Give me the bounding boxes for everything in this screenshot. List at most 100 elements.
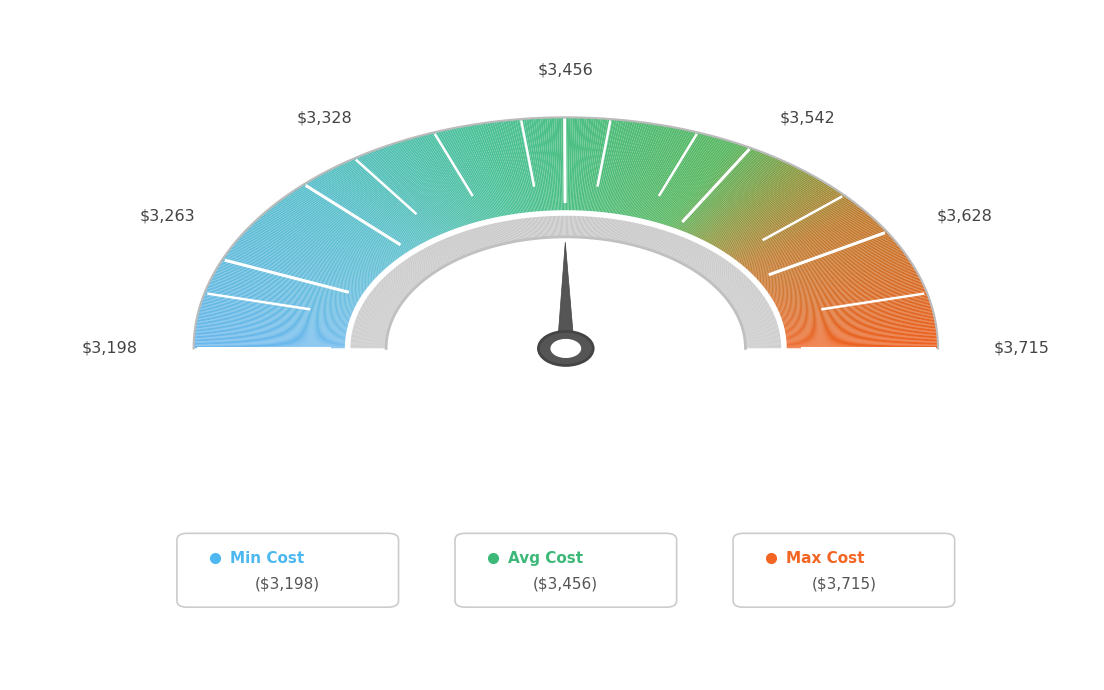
Wedge shape [469,125,510,217]
Wedge shape [767,259,910,297]
Wedge shape [460,229,480,250]
Wedge shape [771,269,916,302]
Wedge shape [628,221,643,244]
Wedge shape [266,210,391,268]
Wedge shape [193,344,348,347]
Wedge shape [221,261,364,298]
Wedge shape [584,118,598,213]
Wedge shape [707,264,737,279]
Wedge shape [726,288,762,299]
Wedge shape [578,213,582,237]
Wedge shape [563,213,564,237]
Wedge shape [358,306,395,315]
Wedge shape [745,347,784,348]
Wedge shape [350,327,389,332]
Wedge shape [406,256,435,273]
Text: Avg Cost: Avg Cost [508,551,583,566]
Wedge shape [652,137,715,224]
Wedge shape [348,345,386,346]
Wedge shape [703,261,733,277]
Wedge shape [608,121,640,216]
Wedge shape [353,315,392,322]
Wedge shape [625,126,670,218]
Wedge shape [227,251,368,293]
Wedge shape [193,341,348,345]
Wedge shape [569,213,570,237]
Wedge shape [232,245,371,288]
Wedge shape [736,305,773,313]
Wedge shape [672,147,750,230]
Wedge shape [776,288,926,314]
Wedge shape [429,242,455,261]
Wedge shape [661,141,731,227]
Wedge shape [740,209,864,268]
Wedge shape [378,279,412,292]
Wedge shape [784,343,938,346]
Wedge shape [735,204,857,264]
Wedge shape [627,126,672,219]
Wedge shape [776,287,925,313]
Wedge shape [517,119,539,214]
Wedge shape [763,248,903,290]
Wedge shape [598,120,624,215]
Wedge shape [574,213,576,237]
Wedge shape [641,226,659,248]
Wedge shape [732,199,851,262]
Wedge shape [380,277,414,290]
Wedge shape [686,248,712,266]
Wedge shape [745,340,784,342]
Wedge shape [593,119,615,214]
Wedge shape [535,214,542,238]
Wedge shape [740,315,778,322]
Wedge shape [359,305,395,313]
Wedge shape [194,338,348,344]
Wedge shape [665,143,736,228]
Wedge shape [709,267,741,282]
Wedge shape [217,266,362,301]
Wedge shape [552,117,559,213]
Wedge shape [396,142,468,228]
Wedge shape [745,341,784,343]
Wedge shape [415,250,443,268]
Wedge shape [580,118,592,213]
Wedge shape [567,213,569,237]
Wedge shape [469,226,487,248]
Wedge shape [357,308,394,316]
Wedge shape [781,306,932,325]
Wedge shape [783,321,935,333]
Wedge shape [615,218,627,241]
Wedge shape [468,227,486,248]
Wedge shape [707,265,739,280]
Wedge shape [742,322,781,328]
Wedge shape [359,304,396,313]
Wedge shape [456,231,476,252]
Wedge shape [348,344,386,345]
Wedge shape [629,221,644,244]
Wedge shape [744,333,783,336]
Wedge shape [396,262,427,278]
Wedge shape [252,224,382,276]
Wedge shape [698,164,792,241]
Wedge shape [381,148,458,231]
Wedge shape [502,219,514,241]
Wedge shape [198,313,350,328]
Wedge shape [248,227,380,278]
Wedge shape [784,335,937,342]
Wedge shape [714,272,746,286]
Wedge shape [428,133,487,222]
Wedge shape [213,273,360,305]
Wedge shape [749,222,879,275]
Wedge shape [607,121,638,215]
Wedge shape [664,142,735,228]
Wedge shape [244,230,378,280]
Wedge shape [438,238,463,258]
Wedge shape [559,213,561,237]
Wedge shape [745,337,783,339]
Wedge shape [682,153,767,235]
Wedge shape [679,243,704,262]
Wedge shape [784,341,938,345]
Wedge shape [372,150,454,233]
Wedge shape [754,232,889,281]
Wedge shape [591,215,597,238]
Wedge shape [731,295,767,306]
